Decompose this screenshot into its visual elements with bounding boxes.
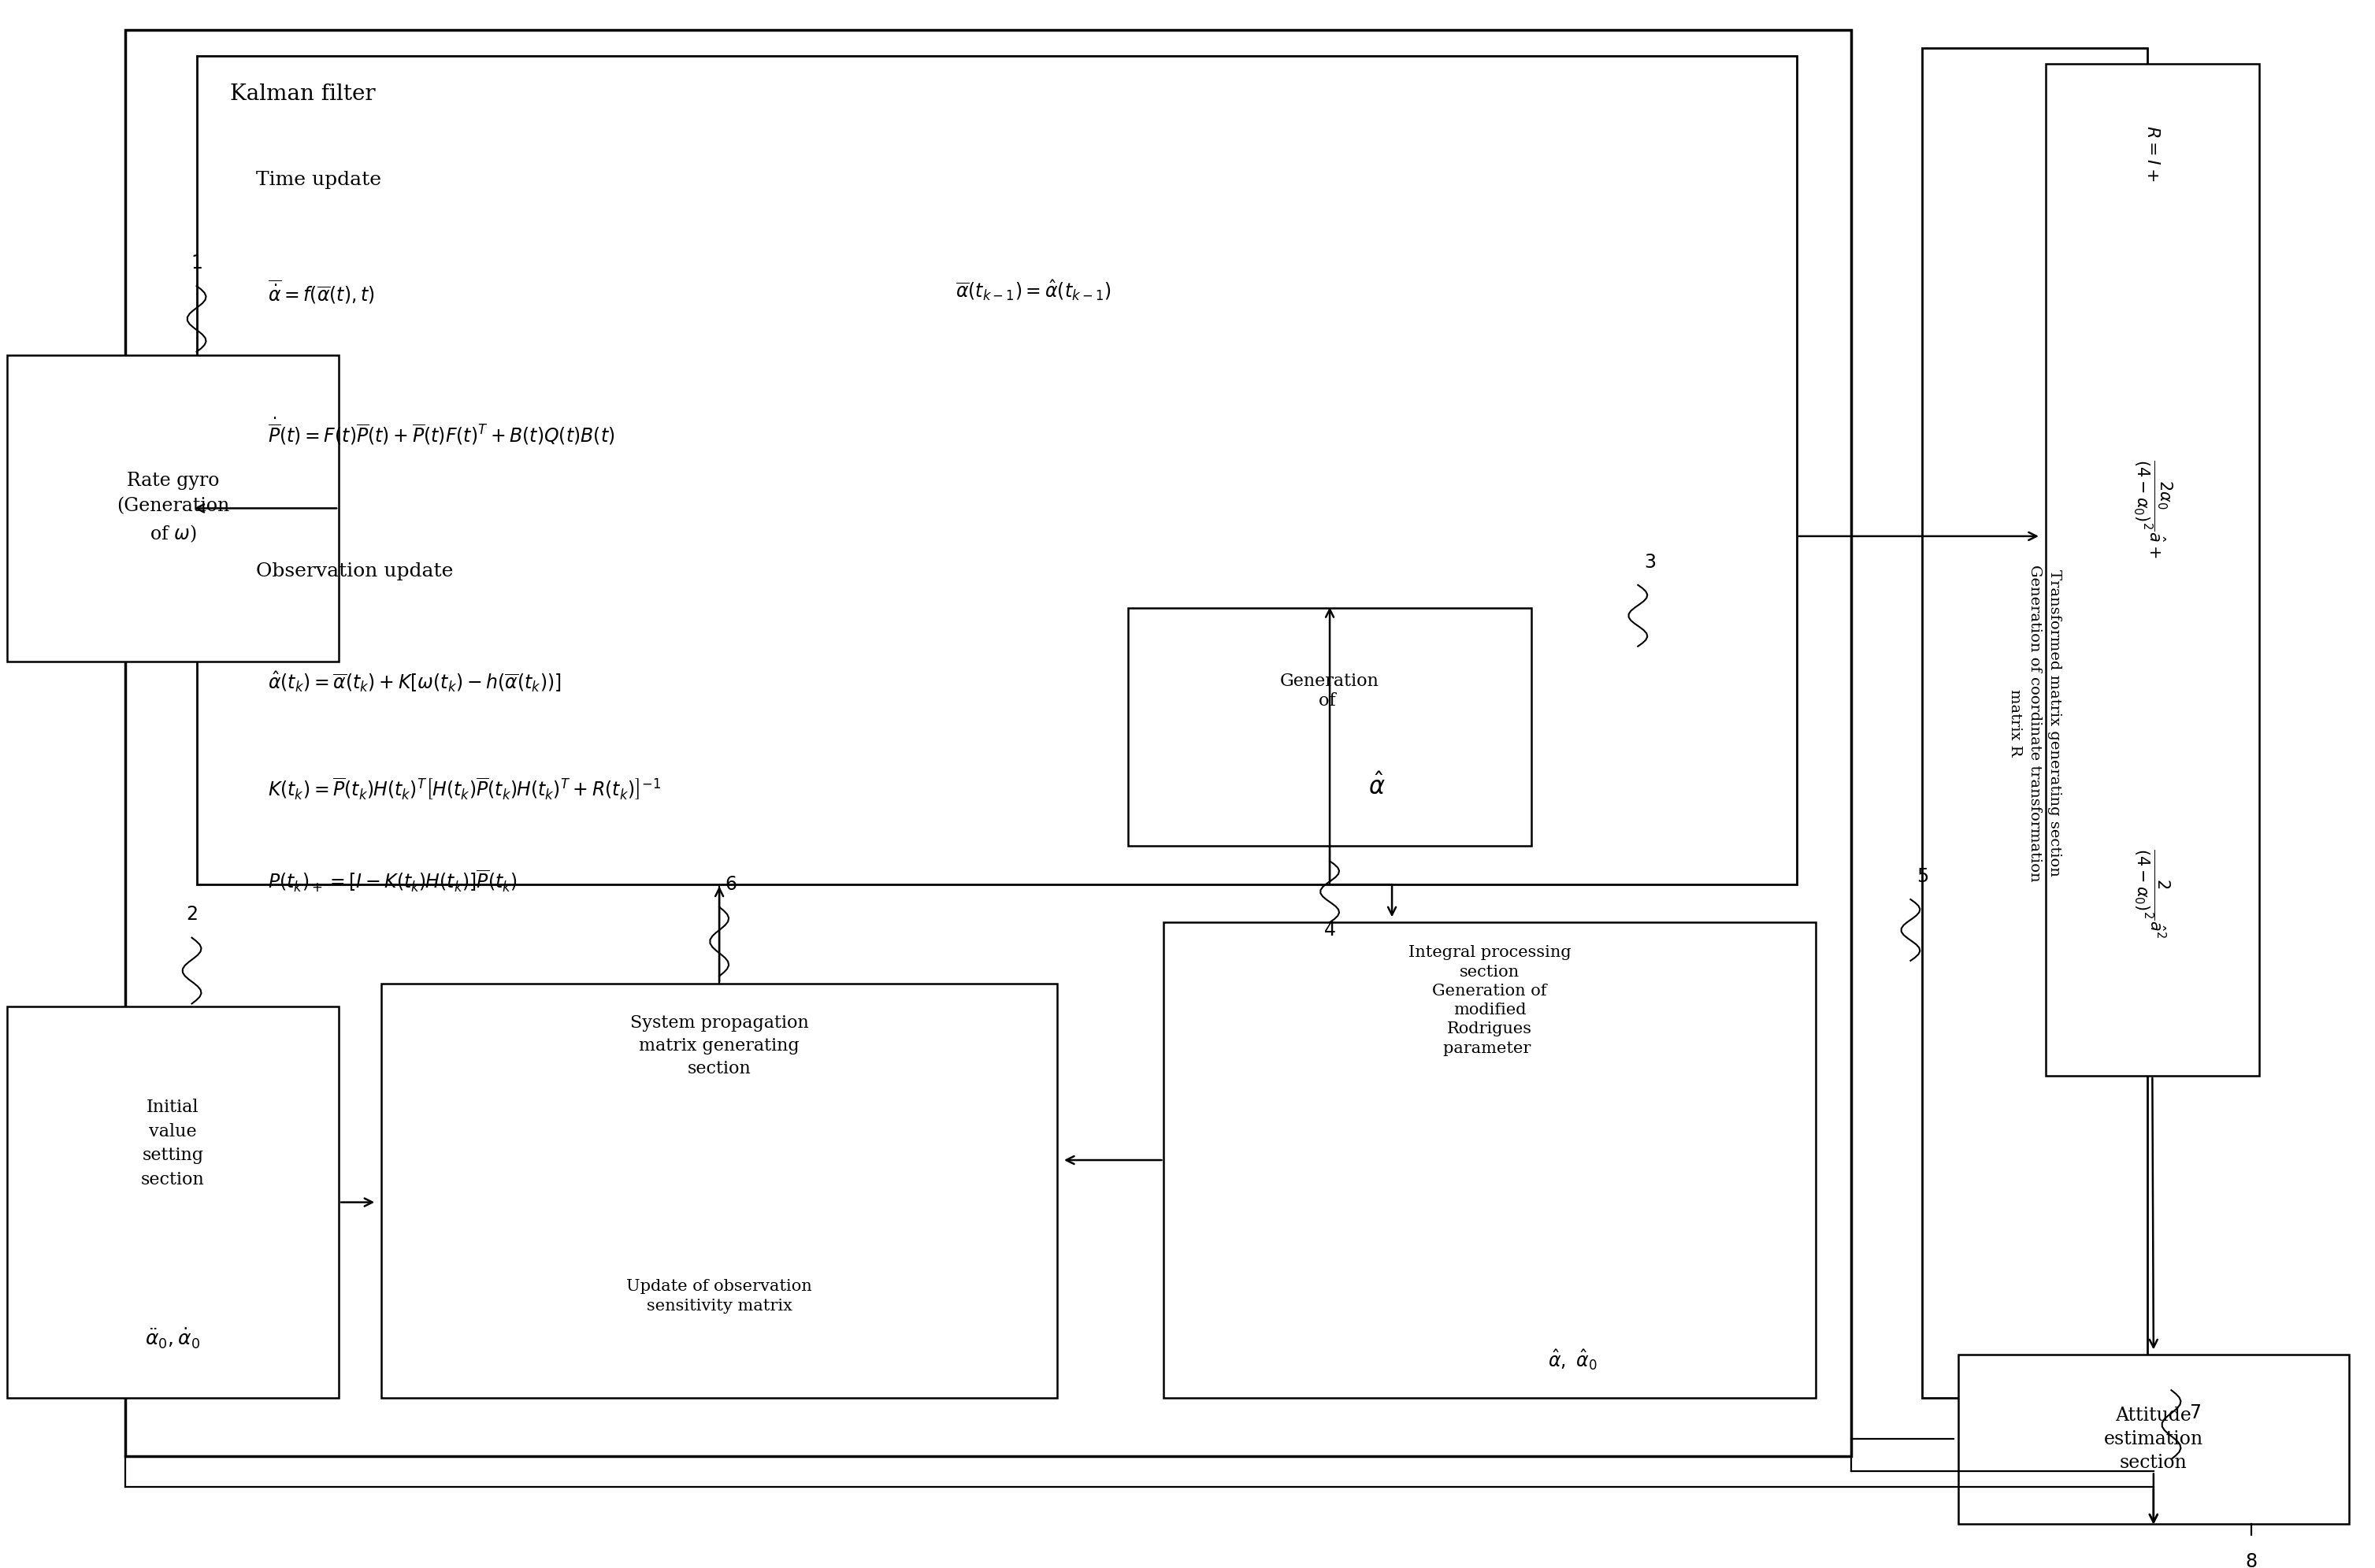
Text: 8: 8: [2244, 1552, 2256, 1568]
Text: Kalman filter: Kalman filter: [230, 83, 375, 105]
Bar: [2045, 64, 2259, 1076]
Bar: [1128, 608, 1532, 845]
Text: $\hat{\alpha}(t_k)=\overline{\alpha}(t_k)+K\left[\omega(t_k)-h(\overline{\alpha}: $\hat{\alpha}(t_k)=\overline{\alpha}(t_k…: [268, 670, 560, 693]
Text: Observation update: Observation update: [256, 561, 454, 580]
Bar: [1957, 1355, 2349, 1524]
Text: $K(t_k)=\overline{P}(t_k)H(t_k)^T\left[H(t_k)\overline{P}(t_k)H(t_k)^T+R(t_k)\ri: $K(t_k)=\overline{P}(t_k)H(t_k)^T\left[H…: [268, 776, 660, 801]
Bar: [382, 983, 1057, 1397]
Text: 1: 1: [190, 254, 202, 273]
Bar: [1164, 922, 1817, 1397]
Text: $\ddot{\alpha}_0, \dot{\alpha}_0$: $\ddot{\alpha}_0, \dot{\alpha}_0$: [145, 1327, 199, 1352]
Text: $P(t_k)_+=\left[\mathit{I}-K(t_k)H(t_k)\right]\overline{P}(t_k)$: $P(t_k)_+=\left[\mathit{I}-K(t_k)H(t_k)\…: [268, 869, 518, 894]
Bar: [7, 1007, 340, 1397]
Text: 7: 7: [2190, 1403, 2202, 1422]
Text: Integral processing
section
Generation of
modified
Rodrigues
parameter: Integral processing section Generation o…: [1408, 946, 1572, 1055]
Text: 3: 3: [1643, 552, 1655, 571]
Text: Transformed matrix generating section
Generation of coordinate transformation
ma: Transformed matrix generating section Ge…: [2009, 564, 2062, 881]
Text: 6: 6: [724, 875, 736, 894]
Text: $\dot{\overline{P}}(t) = F(t)\overline{P}(t)+\overline{P}(t)F(t)^T+B(t)Q(t)B(t)$: $\dot{\overline{P}}(t) = F(t)\overline{P…: [268, 416, 615, 447]
Bar: [197, 56, 1798, 884]
Text: $R = I +$: $R = I +$: [2145, 125, 2161, 182]
Text: Update of observation
sensitivity matrix: Update of observation sensitivity matrix: [627, 1279, 812, 1314]
Text: 4: 4: [1323, 920, 1335, 939]
Text: Initial
value
setting
section: Initial value setting section: [140, 1099, 204, 1189]
Text: System propagation
matrix generating
section: System propagation matrix generating sec…: [629, 1014, 808, 1077]
Text: 2: 2: [185, 905, 197, 924]
Text: $\dfrac{2\alpha_0}{(4-\alpha_0)^2}\hat{a}+$: $\dfrac{2\alpha_0}{(4-\alpha_0)^2}\hat{a…: [2130, 459, 2173, 558]
Text: $\hat{\alpha},\ \hat{\alpha}_0$: $\hat{\alpha},\ \hat{\alpha}_0$: [1548, 1347, 1598, 1372]
Text: Rate gyro
(Generation
of $\omega$): Rate gyro (Generation of $\omega$): [116, 472, 230, 544]
Bar: [1921, 49, 2147, 1397]
Bar: [7, 354, 340, 662]
Text: 5: 5: [1917, 867, 1928, 886]
Text: $\dfrac{2}{(4-\alpha_0)^2}\hat{a}^2$: $\dfrac{2}{(4-\alpha_0)^2}\hat{a}^2$: [2133, 848, 2171, 939]
Text: $\overline{\alpha}(t_{k-1})=\hat{\alpha}(t_{k-1})$: $\overline{\alpha}(t_{k-1})=\hat{\alpha}…: [955, 278, 1112, 303]
Text: Generation
of: Generation of: [1280, 673, 1380, 710]
Text: Attitude
estimation
section: Attitude estimation section: [2104, 1406, 2204, 1472]
Text: $\hat{\alpha}$: $\hat{\alpha}$: [1368, 773, 1385, 800]
Text: $\overline{\dot{\alpha}}= f(\overline{\alpha}(t),t)$: $\overline{\dot{\alpha}}= f(\overline{\a…: [268, 278, 375, 306]
Text: Time update: Time update: [256, 171, 380, 190]
Bar: [126, 30, 1850, 1457]
